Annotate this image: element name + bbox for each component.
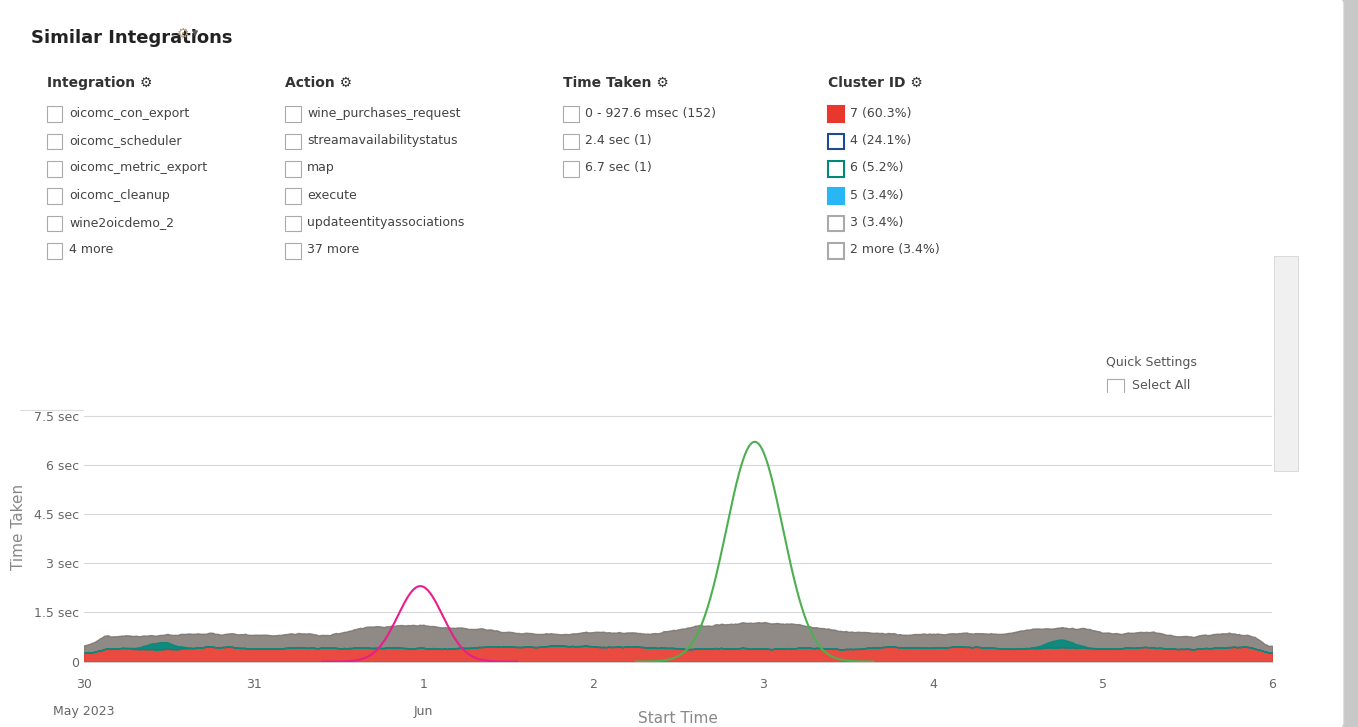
Bar <box>827 106 843 122</box>
Text: 6 (5.2%): 6 (5.2%) <box>850 161 903 174</box>
Bar <box>46 188 62 204</box>
Bar <box>46 134 62 149</box>
Text: oicomc_metric_export: oicomc_metric_export <box>69 161 208 174</box>
Text: 4 more: 4 more <box>69 244 113 257</box>
Text: streamavailabilitystatus: streamavailabilitystatus <box>307 134 458 147</box>
Bar <box>1274 256 1298 472</box>
Text: Action ⚙: Action ⚙ <box>285 76 352 89</box>
Text: wine2oicdemo_2: wine2oicdemo_2 <box>69 216 174 229</box>
Text: 3: 3 <box>759 678 767 691</box>
Text: 0 - 927.6 msec (152): 0 - 927.6 msec (152) <box>585 107 717 119</box>
Text: 31: 31 <box>246 678 262 691</box>
Text: oicomc_scheduler: oicomc_scheduler <box>69 134 182 147</box>
Bar <box>285 188 300 204</box>
Bar <box>46 216 62 231</box>
Text: ❮: ❮ <box>1283 344 1293 355</box>
Text: 4 (24.1%): 4 (24.1%) <box>850 134 911 147</box>
Bar <box>285 216 300 231</box>
Text: Jun: Jun <box>414 704 433 718</box>
Text: 2 more (3.4%): 2 more (3.4%) <box>850 244 940 257</box>
Bar <box>827 243 843 259</box>
Text: updateentityassociations: updateentityassociations <box>307 216 464 229</box>
Bar <box>285 243 300 259</box>
Bar <box>285 134 300 149</box>
Text: 6: 6 <box>1268 678 1277 691</box>
Text: Similar Integrations: Similar Integrations <box>31 29 232 47</box>
Bar <box>562 134 579 149</box>
Bar <box>46 161 62 177</box>
Text: 6.7 sec (1): 6.7 sec (1) <box>585 161 652 174</box>
Bar <box>827 188 843 204</box>
Text: 2: 2 <box>589 678 598 691</box>
Text: 4: 4 <box>929 678 937 691</box>
Text: Integration ⚙: Integration ⚙ <box>46 76 152 89</box>
Text: oicomc_con_export: oicomc_con_export <box>69 107 189 119</box>
Bar <box>562 161 579 177</box>
Bar <box>1107 379 1124 397</box>
Bar <box>827 216 843 231</box>
Text: Quick Settings: Quick Settings <box>1105 356 1196 369</box>
Text: 3 (3.4%): 3 (3.4%) <box>850 216 903 229</box>
Text: Cluster ID ⚙: Cluster ID ⚙ <box>827 76 922 89</box>
Text: 5 (3.4%): 5 (3.4%) <box>850 188 903 201</box>
Text: Select All: Select All <box>1133 379 1191 393</box>
Bar <box>562 106 579 122</box>
Bar <box>827 134 843 149</box>
Bar <box>827 161 843 177</box>
Text: 5: 5 <box>1099 678 1107 691</box>
Text: 7 (60.3%): 7 (60.3%) <box>850 107 911 119</box>
Text: map: map <box>307 161 335 174</box>
X-axis label: Start Time: Start Time <box>638 711 718 726</box>
Text: execute: execute <box>307 188 357 201</box>
Bar <box>285 161 300 177</box>
Text: 37 more: 37 more <box>307 244 360 257</box>
Bar <box>46 106 62 122</box>
Y-axis label: Time Taken: Time Taken <box>11 484 26 570</box>
Text: ▾: ▾ <box>193 28 198 41</box>
Text: May 2023: May 2023 <box>53 704 115 718</box>
Text: wine_purchases_request: wine_purchases_request <box>307 107 460 119</box>
Text: Time Taken ⚙: Time Taken ⚙ <box>562 76 668 89</box>
Text: 30: 30 <box>76 678 92 691</box>
Text: oicomc_cleanup: oicomc_cleanup <box>69 188 170 201</box>
Bar <box>285 106 300 122</box>
Text: ⚙: ⚙ <box>177 27 189 41</box>
Text: 2.4 sec (1): 2.4 sec (1) <box>585 134 652 147</box>
Bar <box>46 243 62 259</box>
Text: 1: 1 <box>420 678 428 691</box>
